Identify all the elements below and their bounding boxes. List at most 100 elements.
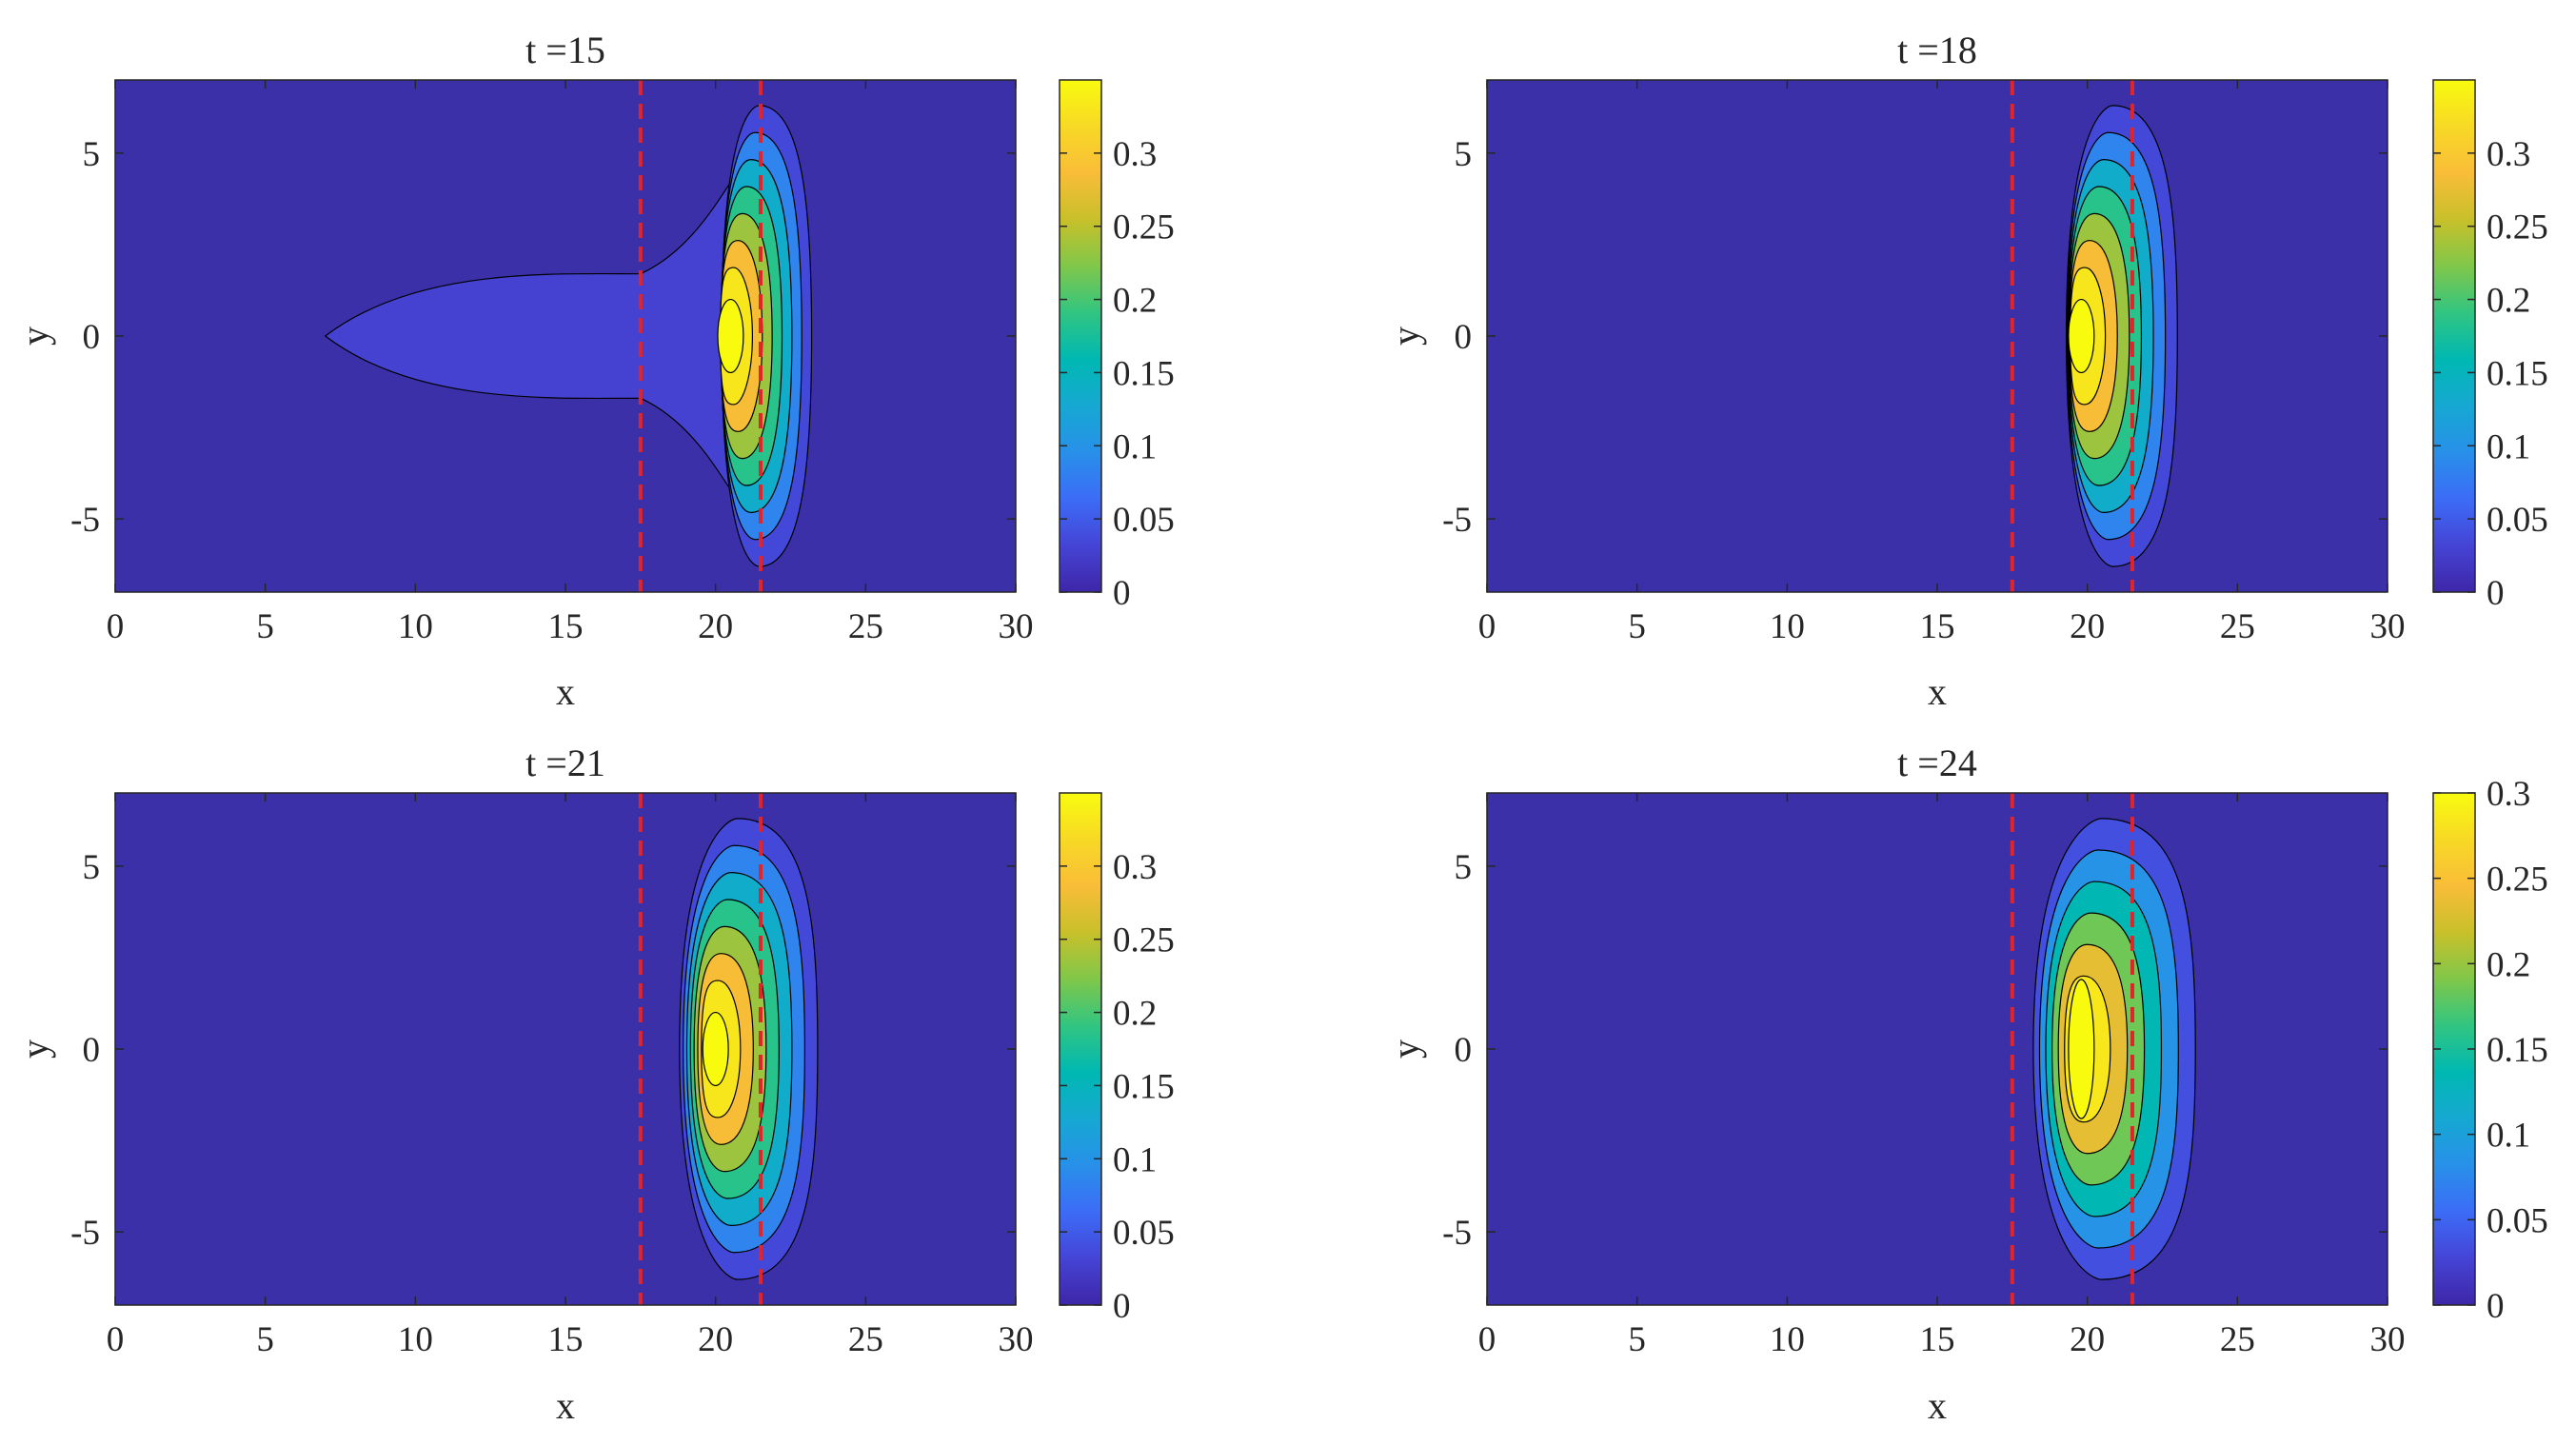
y-tick-label: 0 xyxy=(1455,318,1473,357)
x-tick-label: 15 xyxy=(548,1320,584,1359)
x-tick-label: 25 xyxy=(2220,607,2255,646)
contour-plot: 0 5 10 15 20 25 30 -5 0 5 xyxy=(70,79,1034,646)
peak-region xyxy=(2068,979,2095,1119)
colorbar-tick-label: 0.25 xyxy=(1113,208,1175,247)
x-tick-label: 20 xyxy=(2070,1320,2105,1359)
plot-background xyxy=(115,793,1016,1305)
colorbar-tick-label: 0.05 xyxy=(2487,501,2548,540)
colorbar-tick-label: 0.25 xyxy=(1113,921,1175,960)
colorbar-tick-label: 0.15 xyxy=(2487,1031,2548,1070)
contour-plot: 0 5 10 15 20 25 30 -5 0 5 xyxy=(70,792,1034,1359)
colorbar-tick-label: 0.3 xyxy=(2487,775,2530,814)
colorbar-tick-label: 0.05 xyxy=(2487,1201,2548,1240)
x-tick-label: 5 xyxy=(1628,1320,1646,1359)
colorbar-tick-label: 0.2 xyxy=(1113,282,1157,321)
x-tick-label: 0 xyxy=(107,1320,125,1359)
y-tick-label: 0 xyxy=(1455,1031,1473,1070)
plot-background xyxy=(1487,80,2388,592)
x-tick-label: 0 xyxy=(1478,1320,1496,1359)
x-axis-label: x xyxy=(556,1384,575,1427)
x-tick-label: 30 xyxy=(2370,1320,2406,1359)
peak-region xyxy=(702,1011,729,1087)
colorbar-tick-label: 0 xyxy=(1113,574,1131,613)
y-tick-label: -5 xyxy=(1442,1214,1472,1253)
x-tick-label: 10 xyxy=(1770,607,1805,646)
colorbar-tick-label: 0.1 xyxy=(1113,427,1157,466)
panel-title: t =21 xyxy=(525,742,605,784)
panel-t24: t =24 x y 0 5 10 15 20 25 30-505 00.050.10.150… xyxy=(1384,742,2548,1427)
x-tick-label: 30 xyxy=(999,607,1034,646)
colorbar-tick-label: 0 xyxy=(2487,1287,2505,1326)
colorbar-tick-label: 0.15 xyxy=(1113,1067,1175,1106)
y-tick-label: 5 xyxy=(83,848,101,887)
colorbar-tick-label: 0.05 xyxy=(1113,501,1175,540)
x-axis-label: x xyxy=(1928,670,1947,713)
colorbar-tick-label: 0.2 xyxy=(1113,995,1157,1034)
x-tick-label: 25 xyxy=(848,1320,883,1359)
x-tick-label: 30 xyxy=(999,1320,1034,1359)
y-tick-label: 5 xyxy=(83,135,101,174)
x-tick-label: 15 xyxy=(1920,607,1955,646)
y-axis-label: y xyxy=(13,1039,56,1059)
colorbar-tick-label: 0.1 xyxy=(2487,427,2530,466)
x-axis-label: x xyxy=(1928,1384,1947,1427)
colorbar: 0 0.05 0.1 0.15 0.2 0.25 0.3 xyxy=(2432,79,2548,613)
colorbar: 0 0.05 0.1 0.15 0.2 0.25 0.3 xyxy=(1059,792,1175,1326)
y-tick-label: 0 xyxy=(83,318,101,357)
plot-background xyxy=(1487,793,2388,1305)
x-tick-label: 5 xyxy=(256,1320,274,1359)
colorbar-tick-label: 0.2 xyxy=(2487,282,2530,321)
x-tick-label: 20 xyxy=(698,1320,733,1359)
x-tick-label: 0 xyxy=(107,607,125,646)
x-tick-label: 15 xyxy=(548,607,584,646)
panel-title: t =15 xyxy=(525,29,605,71)
x-tick-label: 10 xyxy=(398,607,433,646)
y-tick-label: -5 xyxy=(1442,501,1472,540)
x-tick-label: 0 xyxy=(1478,607,1496,646)
x-tick-label: 5 xyxy=(256,607,274,646)
x-tick-label: 10 xyxy=(398,1320,433,1359)
colorbar-tick-label: 0.15 xyxy=(2487,354,2548,393)
colorbar-scale xyxy=(2432,79,2476,593)
y-axis-label: y xyxy=(1384,1039,1427,1059)
x-tick-label: 5 xyxy=(1628,607,1646,646)
y-tick-label: -5 xyxy=(70,1214,100,1253)
colorbar-scale xyxy=(1059,79,1102,593)
x-tick-label: 20 xyxy=(698,607,733,646)
colorbar-tick-label: 0.2 xyxy=(2487,945,2530,984)
colorbar-tick-label: 0.1 xyxy=(1113,1140,1157,1179)
y-tick-label: -5 xyxy=(70,501,100,540)
colorbar-tick-label: 0.3 xyxy=(2487,135,2530,174)
contour-plot: 0 5 10 15 20 25 30 -5 0 5 xyxy=(1442,79,2406,646)
colorbar-tick-label: 0.3 xyxy=(1113,135,1157,174)
y-tick-label: 0 xyxy=(83,1031,101,1070)
x-tick-label: 15 xyxy=(1920,1320,1955,1359)
y-tick-label: 5 xyxy=(1455,848,1473,887)
x-axis-label: x xyxy=(556,670,575,713)
x-tick-label: 20 xyxy=(2070,607,2105,646)
y-axis-label: y xyxy=(1384,327,1427,346)
colorbar-tick-label: 0.3 xyxy=(1113,848,1157,887)
colorbar-scale xyxy=(1059,792,1102,1306)
panel-t21: t =21 x y 0 5 10 15 20 25 30-505 00.050.10.150… xyxy=(13,742,1175,1427)
x-tick-label: 30 xyxy=(2370,607,2406,646)
peak-region xyxy=(717,298,744,374)
colorbar-tick-label: 0.25 xyxy=(2487,208,2548,247)
y-tick-label: 5 xyxy=(1455,135,1473,174)
colorbar-tick-label: 0 xyxy=(1113,1287,1131,1326)
colorbar: 0 0.05 0.1 0.15 0.2 0.25 0.3 xyxy=(1059,79,1175,613)
panel-t15: t =15 x y 0 5 10 15 20 25 30-505 00.050.10.150… xyxy=(13,29,1175,713)
x-tick-label: 10 xyxy=(1770,1320,1805,1359)
x-tick-label: 25 xyxy=(2220,1320,2255,1359)
colorbar-tick-label: 0.05 xyxy=(1113,1214,1175,1253)
colorbar-tick-label: 0.15 xyxy=(1113,354,1175,393)
colorbar: 0 0.05 0.1 0.15 0.2 0.25 0.3 xyxy=(2432,775,2548,1326)
panel-title: t =18 xyxy=(1897,29,1977,71)
colorbar-tick-label: 0.25 xyxy=(2487,861,2548,900)
colorbar-tick-label: 0.1 xyxy=(2487,1117,2530,1156)
colorbar-tick-label: 0 xyxy=(2487,574,2505,613)
panel-t18: t =18 x y 0 5 10 15 20 25 30-505 00.050.10.150… xyxy=(1384,29,2548,713)
contour-plot: 0 5 10 15 20 25 30 -5 0 5 xyxy=(1442,792,2406,1359)
panel-title: t =24 xyxy=(1897,742,1977,784)
